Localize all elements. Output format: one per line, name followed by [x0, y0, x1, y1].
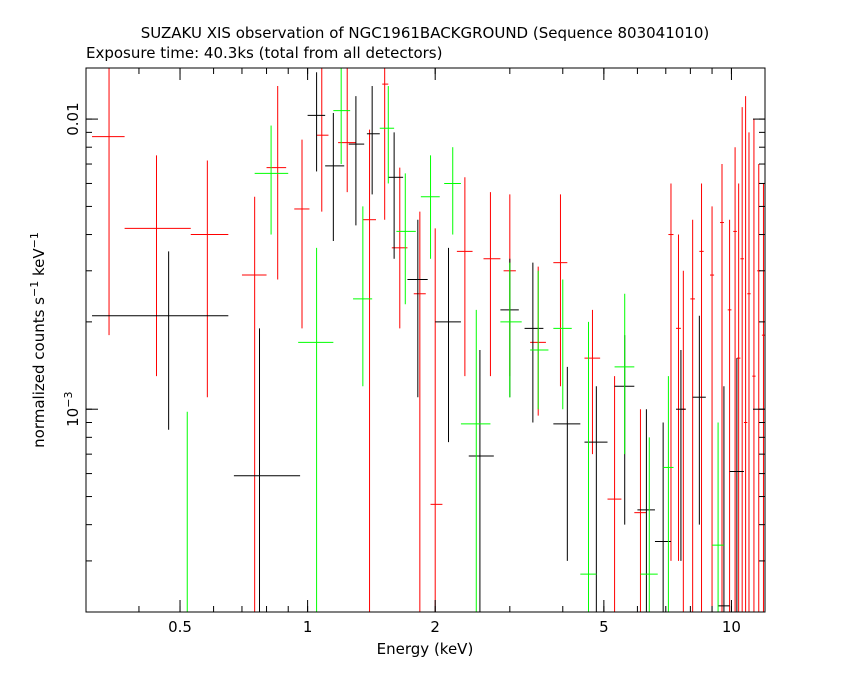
- data-point: [720, 164, 724, 612]
- series-1: [92, 72, 744, 612]
- data-point: [718, 386, 730, 612]
- data-point: [690, 219, 695, 612]
- data-point: [333, 68, 351, 165]
- data-point: [680, 270, 686, 612]
- axes-layer: 0.5 1 2 5 10 10−3 0.01: [62, 68, 765, 636]
- data-point: [325, 112, 345, 242]
- data-point: [584, 386, 608, 612]
- data-point: [752, 119, 756, 612]
- data-point: [607, 376, 622, 612]
- data-point: [460, 309, 491, 612]
- data-point: [676, 349, 686, 561]
- data-point: [740, 107, 744, 612]
- y-axis-label: normalized counts s−1 keV−1: [28, 232, 48, 448]
- data-point: [637, 409, 655, 612]
- data-point: [379, 86, 395, 184]
- data-point: [729, 358, 744, 612]
- data-point: [747, 132, 751, 612]
- data-point: [435, 247, 461, 443]
- data-layer: [92, 68, 765, 612]
- data-point: [640, 437, 658, 612]
- data-point: [396, 173, 416, 305]
- data-point: [614, 293, 635, 455]
- y-tick-label: 10−3: [62, 392, 82, 427]
- data-point: [348, 96, 365, 226]
- data-point: [298, 247, 334, 612]
- plot-frame: [85, 67, 766, 613]
- data-point: [190, 160, 229, 398]
- data-point: [757, 164, 761, 612]
- data-point: [366, 86, 380, 195]
- x-tick-label: 2: [430, 618, 440, 636]
- data-point: [124, 155, 191, 377]
- data-point: [362, 129, 377, 612]
- data-point: [712, 422, 724, 612]
- data-point: [634, 409, 647, 612]
- data-point: [420, 155, 440, 259]
- x-tick-label: 5: [599, 618, 609, 636]
- data-point: [676, 234, 681, 561]
- data-point: [413, 211, 426, 612]
- data-point: [241, 196, 267, 612]
- data-point: [761, 183, 765, 612]
- data-point: [500, 262, 522, 398]
- data-point: [709, 206, 715, 612]
- data-point: [444, 147, 461, 235]
- data-point: [92, 68, 125, 336]
- data-point: [430, 228, 443, 612]
- x-tick-label: 10: [722, 618, 741, 636]
- y-tick-label: 0.01: [64, 102, 82, 135]
- data-point: [407, 219, 428, 398]
- data-point: [553, 279, 572, 410]
- data-point: [699, 183, 704, 612]
- data-point: [580, 321, 597, 612]
- data-point: [663, 376, 674, 612]
- chart-subtitle: Exposure time: 40.3ks (total from all de…: [86, 44, 442, 62]
- data-point: [294, 139, 310, 329]
- data-point: [668, 183, 674, 561]
- data-point: [736, 183, 741, 612]
- data-point: [382, 68, 389, 220]
- data-point: [743, 96, 748, 612]
- series-2: [186, 68, 724, 612]
- data-point: [524, 262, 544, 423]
- data-point: [468, 349, 494, 612]
- chart-title: SUZAKU XIS observation of NGC1961BACKGRO…: [141, 24, 709, 42]
- data-point: [530, 270, 549, 410]
- data-point: [92, 251, 229, 430]
- data-point: [316, 68, 329, 212]
- data-point: [353, 206, 373, 387]
- series-0: [92, 68, 765, 612]
- x-tick-label: 1: [303, 618, 313, 636]
- data-point: [727, 219, 732, 612]
- x-axis-label: Energy (keV): [377, 640, 474, 658]
- data-point: [553, 194, 568, 387]
- data-point: [692, 315, 706, 525]
- data-point: [483, 192, 501, 377]
- data-point: [733, 147, 737, 612]
- data-point: [456, 177, 473, 377]
- data-point: [584, 309, 601, 455]
- svg-text:normalized counts s−1 keV−1: normalized counts s−1 keV−1: [28, 232, 48, 448]
- data-point: [233, 328, 301, 612]
- data-point: [307, 72, 326, 172]
- data-point: [254, 125, 289, 235]
- x-tick-label: 0.5: [168, 618, 192, 636]
- data-point: [266, 86, 287, 280]
- data-point: [553, 366, 581, 561]
- data-point: [388, 132, 404, 259]
